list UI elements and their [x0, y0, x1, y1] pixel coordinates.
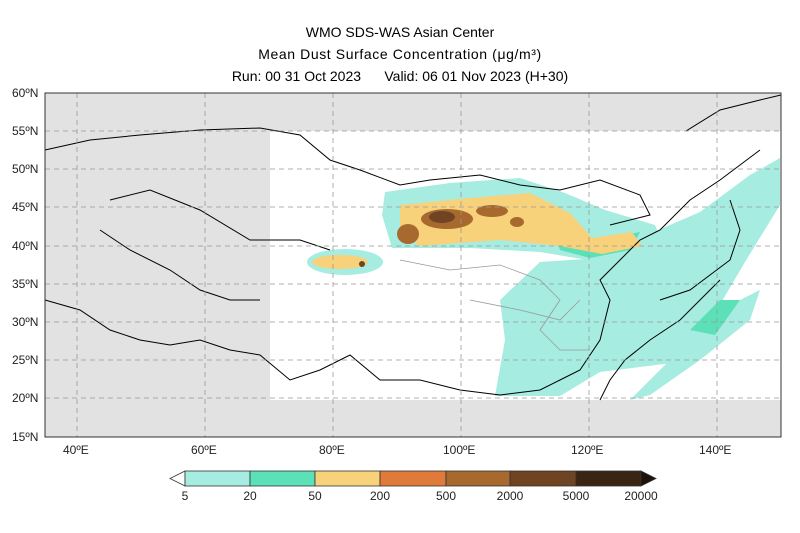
map-title: WMO SDS-WAS Asian Center	[305, 24, 495, 40]
colorbar-tick: 5000	[562, 489, 590, 503]
lat-label: 35ºN	[12, 277, 39, 291]
map-subtitle: Mean Dust Surface Concentration (μg/m³)	[258, 46, 542, 62]
lon-label: 100ºE	[443, 443, 476, 457]
lat-label: 30ºN	[12, 315, 39, 329]
lon-label: 120ºE	[571, 443, 604, 457]
colorbar-tick: 20	[243, 489, 257, 503]
lon-label: 80ºE	[319, 443, 345, 457]
lat-label: 25ºN	[12, 353, 39, 367]
colorbar-tick: 500	[435, 489, 457, 503]
lat-label: 20ºN	[12, 391, 39, 405]
graticule	[45, 93, 781, 437]
lon-label: 40ºE	[63, 443, 89, 457]
map-frame	[44, 92, 782, 438]
lat-label: 55ºN	[12, 124, 39, 138]
colorbar-tick: 5	[181, 489, 189, 503]
colorbar-tick: 2000	[496, 489, 524, 503]
lat-label: 50ºN	[12, 162, 39, 176]
colorbar-over-arrow	[640, 470, 657, 487]
dust-dark-brown	[359, 211, 455, 267]
lat-label: 15ºN	[12, 430, 39, 444]
lat-label: 45ºN	[12, 200, 39, 214]
valid-time: Valid: 06 01 Nov 2023 (H+30)	[384, 68, 569, 84]
lon-label: 60ºE	[191, 443, 217, 457]
province-borders	[399, 259, 590, 351]
run-time: Run: 00 31 Oct 2023	[231, 68, 362, 84]
coastlines-borders	[44, 94, 782, 401]
run-valid-info: Run: 00 31 Oct 2023 Valid: 06 01 Nov 202…	[0, 68, 800, 84]
colorbar-tick: 20000	[624, 489, 658, 503]
lat-label: 60ºN	[12, 86, 39, 100]
colorbar-under-arrow	[169, 470, 186, 487]
colorbar-tick: 50	[308, 489, 322, 503]
lon-label: 140ºE	[699, 443, 732, 457]
colorbar-tick: 200	[369, 489, 391, 503]
colorbar	[169, 470, 657, 487]
lat-label: 40ºN	[12, 239, 39, 253]
